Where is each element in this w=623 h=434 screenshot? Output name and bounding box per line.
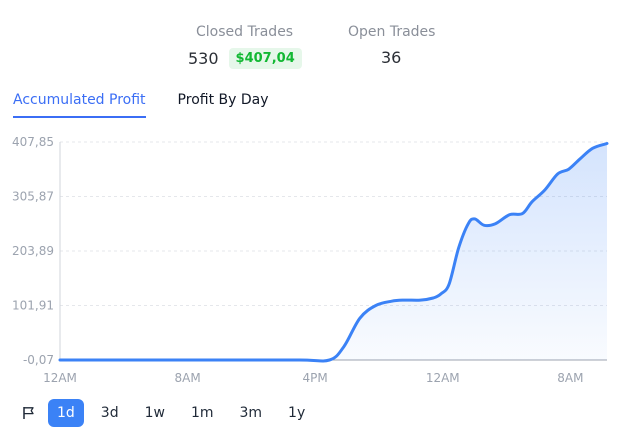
range-1y-button[interactable]: 1y bbox=[288, 405, 306, 421]
range-1m-button[interactable]: 1m bbox=[190, 405, 214, 421]
closed-profit-badge: $407,04 bbox=[228, 48, 302, 69]
flag-icon[interactable] bbox=[18, 399, 40, 427]
open-trades-count: 36 bbox=[381, 48, 402, 67]
range-3m-button[interactable]: 3m bbox=[239, 405, 263, 421]
closed-trades-label: Closed Trades bbox=[196, 24, 294, 40]
tab-profit-by-day[interactable]: Profit By Day bbox=[177, 92, 269, 108]
range-controls: 1d 3d 1w 1m 3m 1y bbox=[18, 399, 314, 427]
y-tick-label: 407,85 bbox=[12, 135, 54, 149]
range-1w-button[interactable]: 1w bbox=[144, 405, 165, 421]
x-tick-label: 8AM bbox=[557, 371, 583, 385]
y-tick-label: 101,91 bbox=[12, 299, 54, 313]
profit-area bbox=[60, 143, 607, 361]
open-trades-stat: Open Trades 36 bbox=[348, 24, 435, 67]
tab-accumulated-profit[interactable]: Accumulated Profit bbox=[13, 92, 146, 118]
profit-line bbox=[58, 142, 609, 363]
y-tick-label: 305,87 bbox=[12, 190, 54, 204]
closed-trades-count: 530 bbox=[188, 49, 219, 68]
range-1d-button[interactable]: 1d bbox=[48, 399, 84, 427]
range-3d-button[interactable]: 3d bbox=[100, 405, 119, 421]
x-tick-label: 8AM bbox=[174, 371, 200, 385]
x-tick-label: 4PM bbox=[303, 371, 328, 385]
y-tick-label: 203,89 bbox=[12, 244, 54, 258]
x-tick-label: 12AM bbox=[426, 371, 460, 385]
closed-trades-stat: Closed Trades 530 $407,04 bbox=[188, 24, 302, 69]
chart-tabs: Accumulated Profit Profit By Day bbox=[13, 92, 269, 118]
x-tick-label: 12AM bbox=[43, 371, 77, 385]
open-trades-label: Open Trades bbox=[348, 24, 436, 40]
y-tick-label: -0,07 bbox=[23, 353, 54, 367]
accumulated-profit-chart: 407,85 305,87 203,89 101,91 -0,07 12AM 8AM 4PM 1… bbox=[12, 135, 609, 385]
trade-stats: Closed Trades 530 $407,04 Open Trades 36 bbox=[0, 24, 623, 74]
